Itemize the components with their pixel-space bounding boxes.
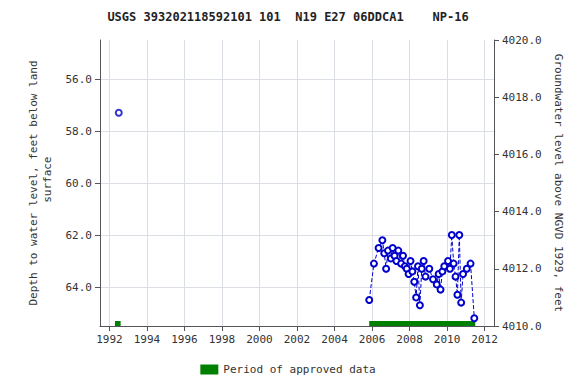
- svg-text:4016.0: 4016.0: [502, 148, 542, 161]
- svg-text:2000: 2000: [246, 333, 273, 346]
- svg-text:64.0: 64.0: [66, 281, 93, 294]
- svg-text:1994: 1994: [134, 333, 161, 346]
- svg-text:60.0: 60.0: [66, 177, 93, 190]
- svg-text:Groundwater level above NGVD 1: Groundwater level above NGVD 1929, feet: [552, 54, 565, 312]
- svg-text:62.0: 62.0: [66, 229, 93, 242]
- svg-text:Period of approved data: Period of approved data: [223, 363, 375, 376]
- svg-text:USGS 393202118592101 101 N19: USGS 393202118592101 101 N19 E27 06DDCA1…: [107, 10, 468, 24]
- svg-text:4012.0: 4012.0: [502, 262, 542, 275]
- svg-text:4020.0: 4020.0: [502, 34, 542, 47]
- svg-text:surface: surface: [41, 157, 54, 210]
- svg-text:4010.0: 4010.0: [502, 320, 542, 333]
- svg-text:4018.0: 4018.0: [502, 91, 542, 104]
- svg-text:2004: 2004: [321, 333, 348, 346]
- svg-text:2006: 2006: [359, 333, 386, 346]
- svg-text:Depth to water level, feet bel: Depth to water level, feet below land: [27, 60, 40, 305]
- svg-text:2002: 2002: [284, 333, 311, 346]
- svg-text:1998: 1998: [209, 333, 236, 346]
- svg-text:56.0: 56.0: [66, 73, 93, 86]
- svg-text:2008: 2008: [396, 333, 423, 346]
- svg-text:2010: 2010: [434, 333, 461, 346]
- svg-text:4014.0: 4014.0: [502, 205, 542, 218]
- svg-text:1992: 1992: [96, 333, 123, 346]
- svg-text:58.0: 58.0: [66, 125, 93, 138]
- svg-text:1996: 1996: [171, 333, 198, 346]
- svg-text:2012: 2012: [471, 333, 498, 346]
